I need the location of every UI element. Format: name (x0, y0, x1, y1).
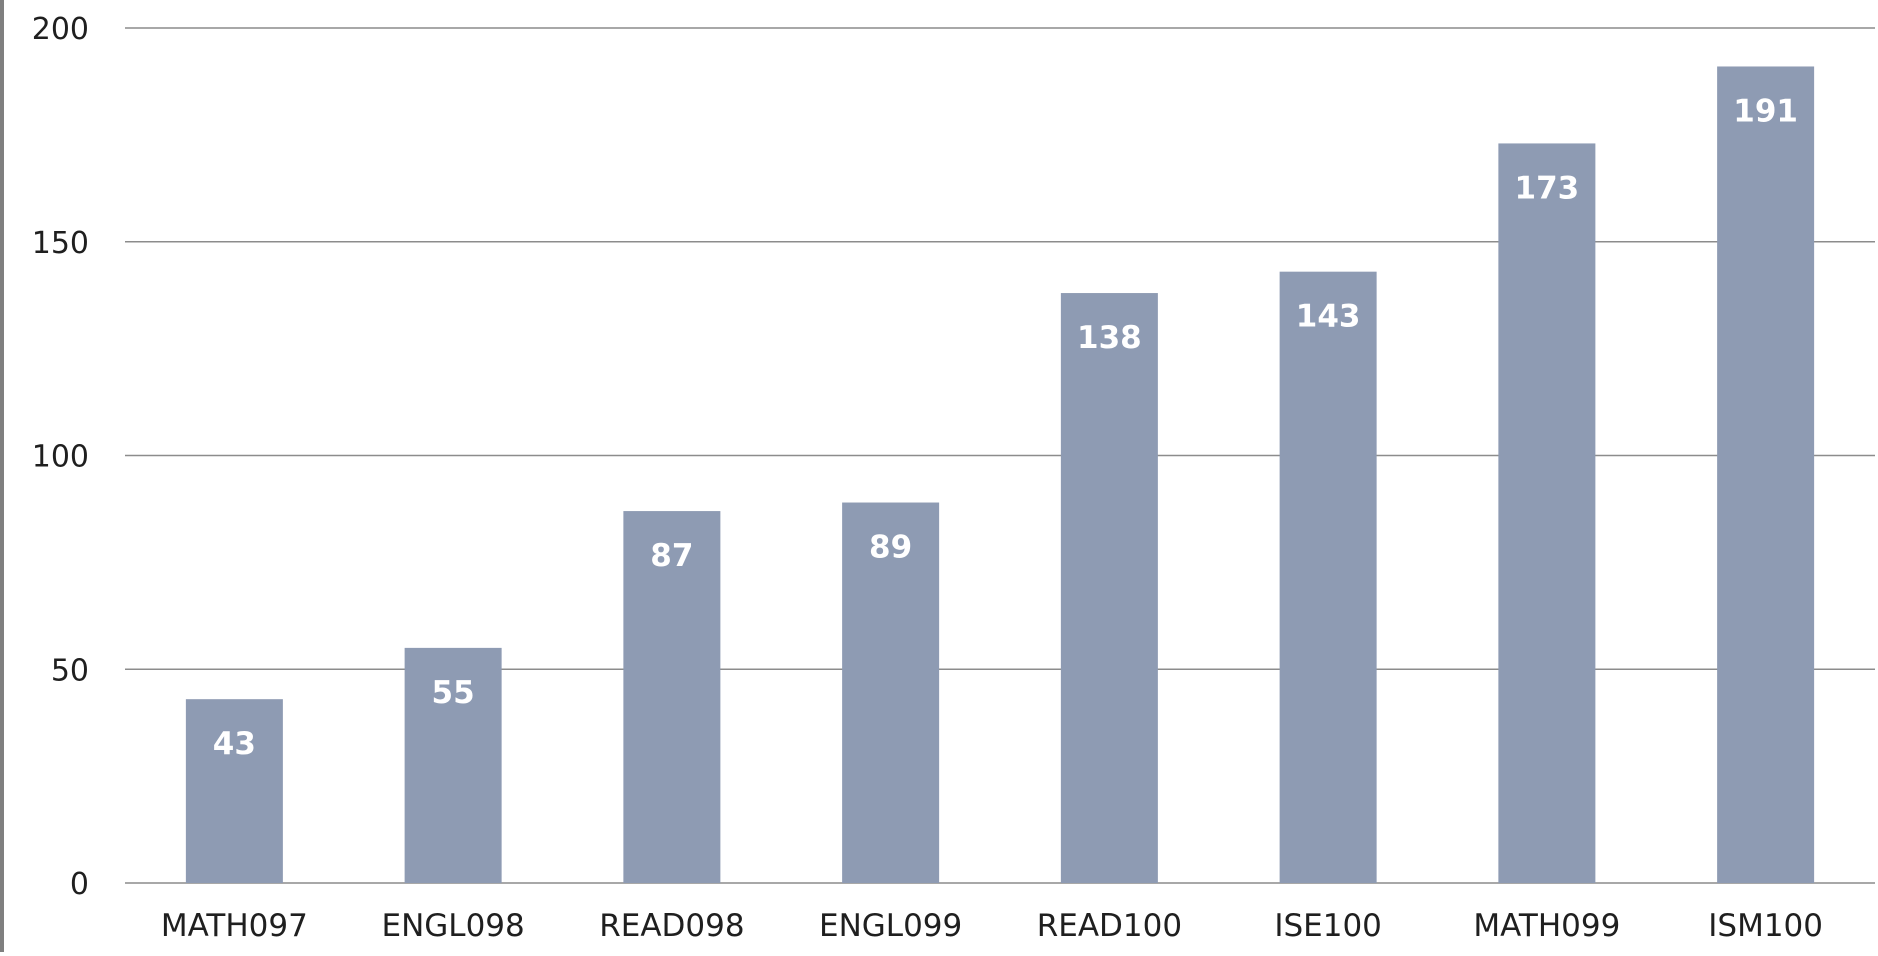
bar-READ100 (1060, 293, 1158, 883)
y-tick-label-150: 150 (32, 226, 89, 261)
category-label-READ100: READ100 (1037, 908, 1182, 944)
bar-READ098 (623, 511, 721, 883)
category-label-MATH097: MATH097 (161, 908, 308, 944)
data-labels: 43 55 87 89 138 143 173 191 (213, 93, 1798, 762)
y-tick-label-50: 50 (51, 653, 89, 688)
category-label-ISM100: ISM100 (1708, 908, 1823, 944)
data-label-MATH099: 173 (1515, 170, 1580, 206)
data-label-READ100: 138 (1077, 320, 1142, 356)
bar-MATH097 (185, 699, 283, 883)
y-tick-label-200: 200 (32, 12, 89, 47)
category-label-READ098: READ098 (599, 908, 744, 944)
category-label-MATH099: MATH099 (1473, 908, 1620, 944)
category-label-ENGL098: ENGL098 (382, 908, 525, 944)
gridlines (125, 27, 1875, 884)
left-border (0, 0, 4, 952)
data-label-ISM100: 191 (1733, 93, 1798, 129)
data-label-ENGL099: 89 (869, 530, 912, 566)
bar-MATH099 (1498, 143, 1596, 884)
data-label-ISE100: 143 (1296, 299, 1361, 335)
data-label-ENGL098: 55 (432, 675, 475, 711)
data-label-READ098: 87 (650, 538, 693, 574)
data-label-MATH097: 43 (213, 726, 256, 762)
bar-ISE100 (1279, 271, 1377, 883)
bar-ENGL099 (842, 502, 940, 883)
category-label-ENGL099: ENGL099 (819, 908, 962, 944)
category-label-ISE100: ISE100 (1274, 908, 1382, 944)
bars (185, 66, 1815, 884)
y-tick-label-100: 100 (32, 440, 89, 475)
x-axis-category-labels: MATH097 ENGL098 READ098 ENGL099 READ100 ISE10… (161, 908, 1823, 944)
y-tick-label-0: 0 (70, 867, 89, 902)
bar-ENGL098 (404, 647, 502, 883)
y-axis-tick-labels: 0 50 100 150 200 (32, 12, 89, 902)
bar-ISM100 (1717, 66, 1815, 884)
